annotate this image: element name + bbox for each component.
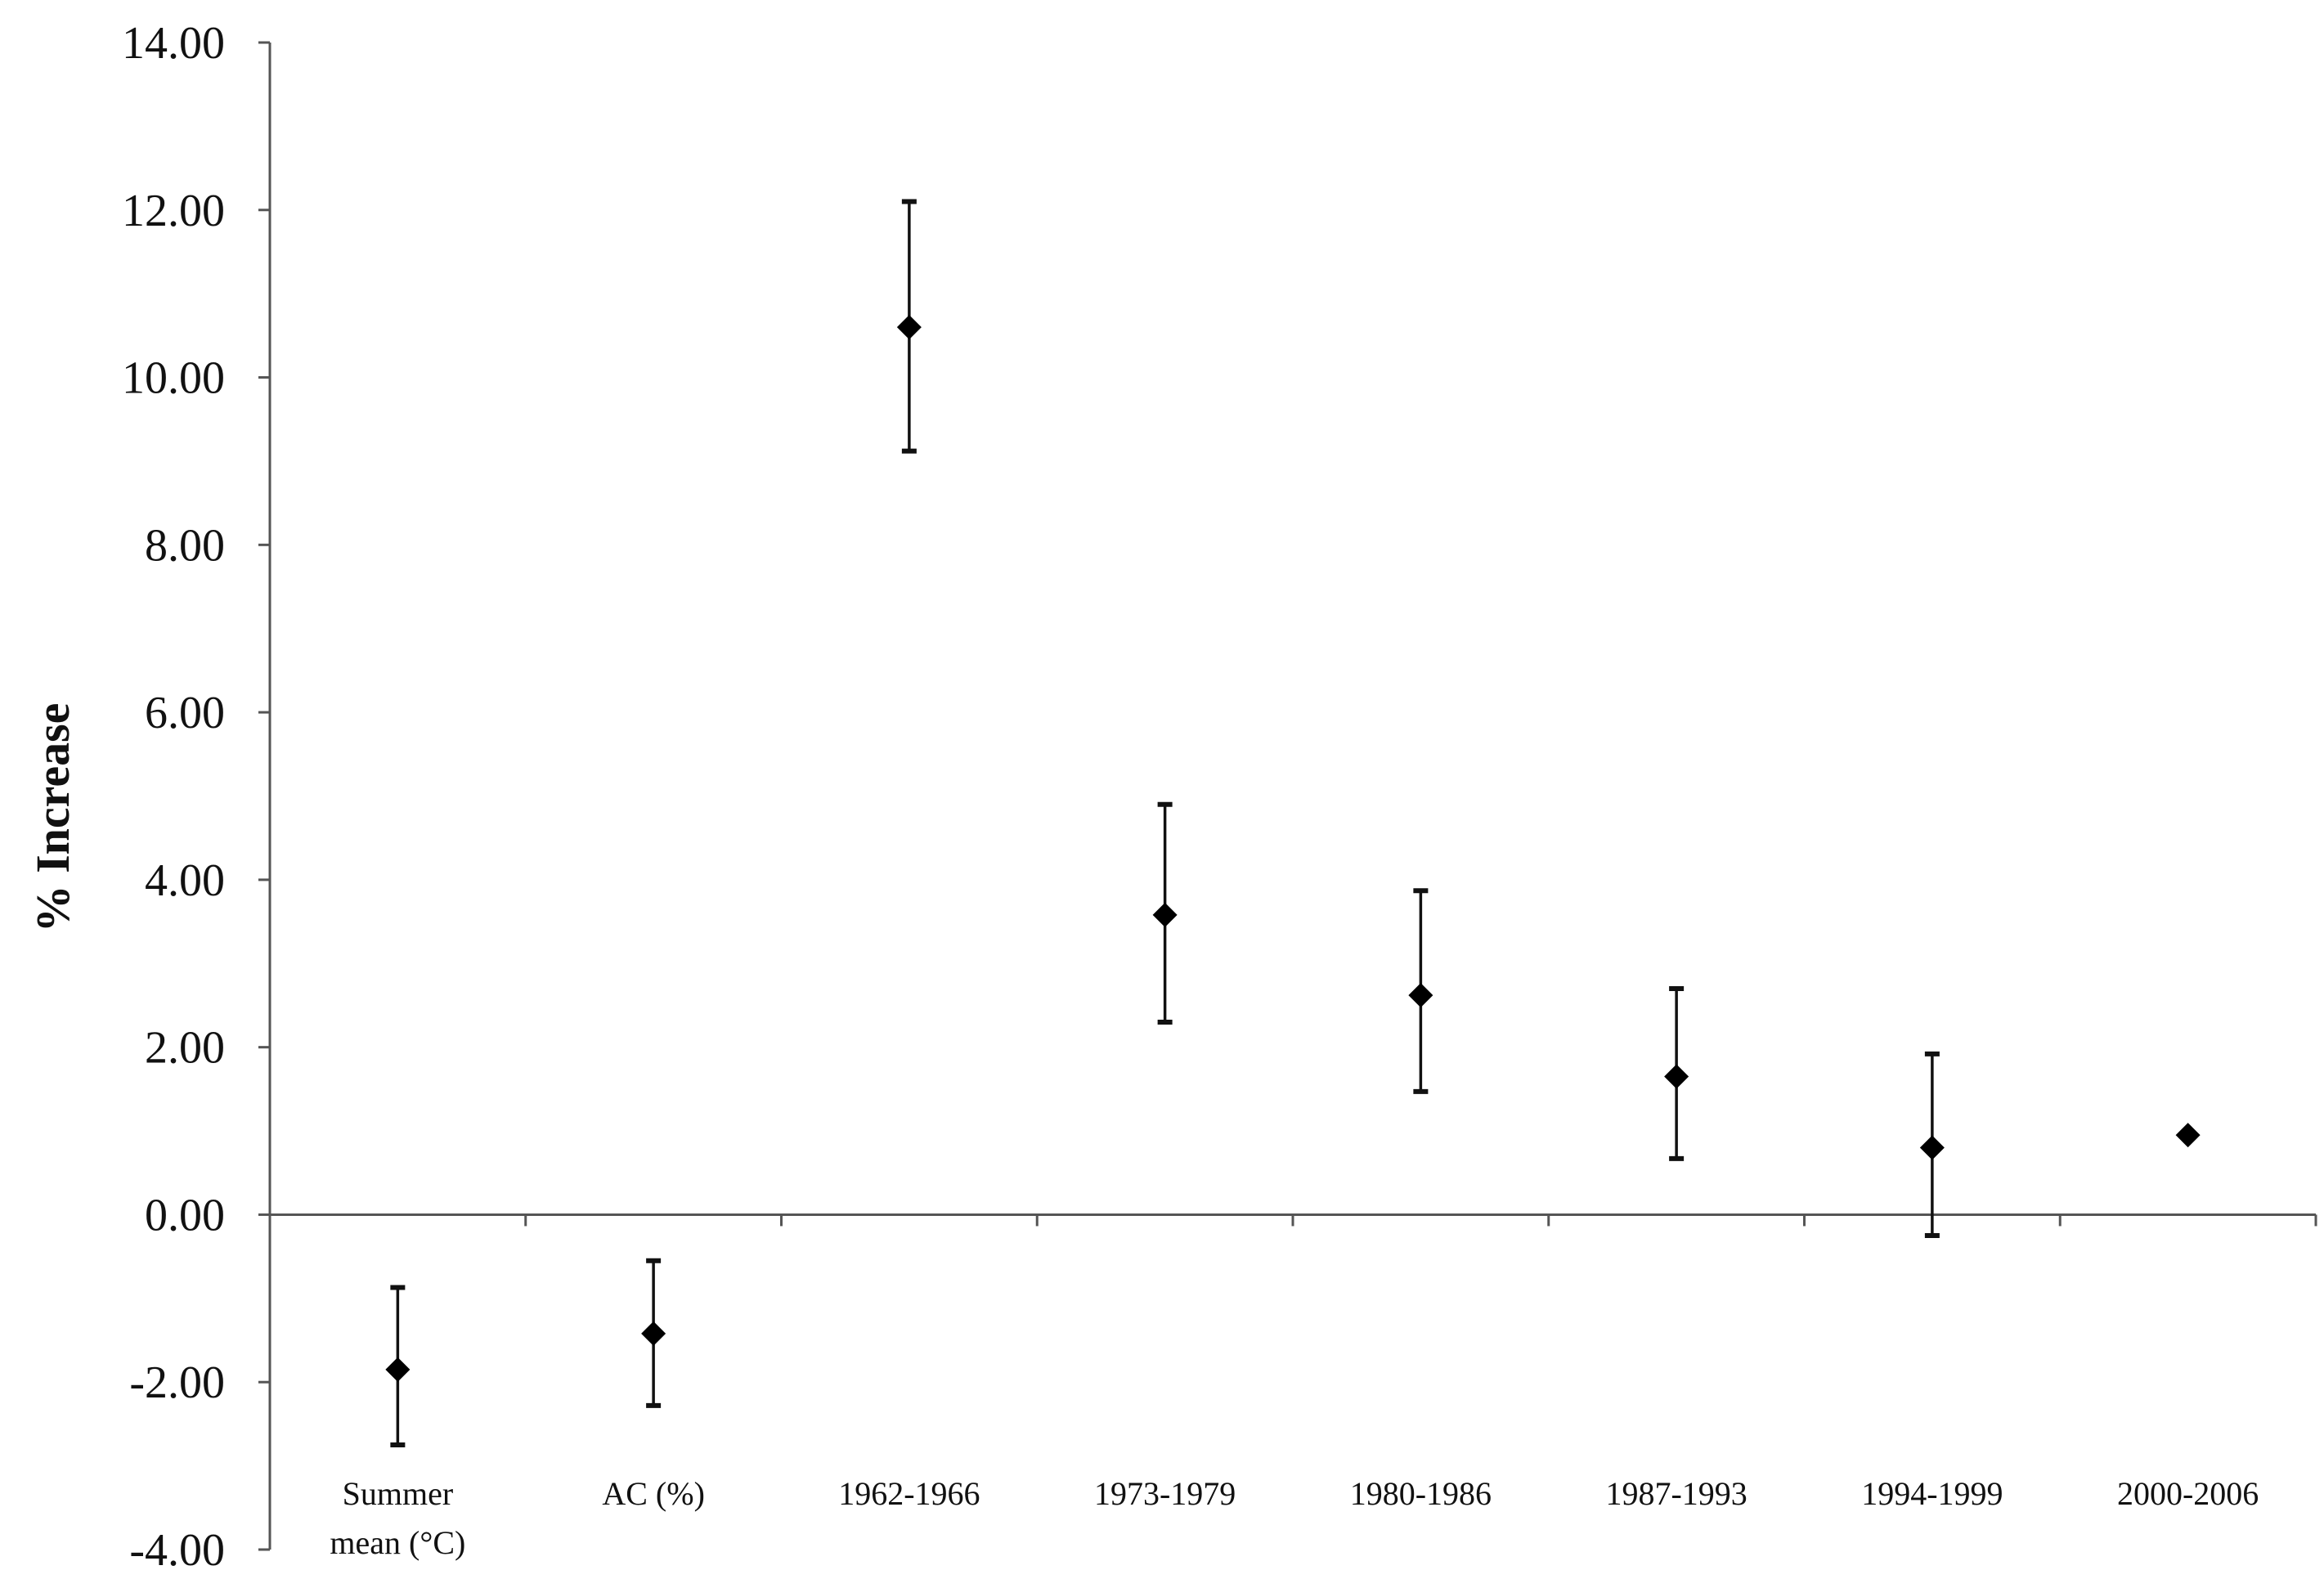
x-ticks	[524, 1214, 2317, 1227]
x-category-label-line: 1980-1986	[1350, 1475, 1492, 1512]
x-category-label: 1980-1986	[1350, 1475, 1492, 1512]
y-axis-title: % Increase	[26, 703, 79, 933]
y-tick-label: 4.00	[145, 855, 225, 906]
data-point	[2175, 1123, 2201, 1148]
data-points	[385, 315, 2201, 1382]
category-labels: Summer mean (°C) AC (%) 1962-1966 1973-1979 1…	[330, 1475, 2259, 1561]
data-point	[1408, 983, 1433, 1008]
axes	[268, 43, 2316, 1550]
y-tick-label: 2.00	[145, 1023, 225, 1074]
x-category-label: 1962-1966	[838, 1475, 980, 1512]
error-bars	[390, 199, 1940, 1448]
x-category-label-line: Summer	[343, 1475, 454, 1512]
data-point	[1152, 902, 1178, 927]
x-category-label: Summer mean (°C)	[330, 1475, 465, 1561]
y-tick-label: 10.00	[122, 353, 225, 404]
data-point	[385, 1357, 411, 1382]
y-tick-label: 6.00	[145, 688, 225, 738]
x-category-label: 2000-2006	[2117, 1475, 2259, 1512]
y-tick-label: -4.00	[129, 1525, 225, 1576]
x-category-label-line: 1962-1966	[838, 1475, 980, 1512]
x-category-label: 1987-1993	[1605, 1475, 1747, 1512]
data-point	[641, 1321, 666, 1346]
y-tick-label: 0.00	[145, 1190, 225, 1240]
y-tick-label: -2.00	[129, 1357, 225, 1408]
x-category-label-line: mean (°C)	[330, 1524, 465, 1561]
x-category-label-line: 1994-1999	[1861, 1475, 2003, 1512]
y-tick-label: 8.00	[145, 520, 225, 571]
y-tick-label: 12.00	[122, 186, 225, 236]
x-category-label-line: AC (%)	[602, 1475, 705, 1512]
data-point	[896, 315, 922, 340]
x-category-label-line: 1987-1993	[1605, 1475, 1747, 1512]
data-point	[1664, 1064, 1689, 1089]
x-category-label-line: 2000-2006	[2117, 1475, 2259, 1512]
x-category-label: AC (%)	[602, 1475, 705, 1512]
y-ticks: 14.00 12.00 10.00 8.00 6.00 4.00 2.00 0.00 -2.00…	[122, 18, 270, 1576]
x-category-label: 1973-1979	[1094, 1475, 1236, 1512]
x-category-label-line: 1973-1979	[1094, 1475, 1236, 1512]
y-tick-label: 14.00	[122, 18, 225, 69]
data-point	[1919, 1135, 1945, 1160]
x-category-label: 1994-1999	[1861, 1475, 2003, 1512]
